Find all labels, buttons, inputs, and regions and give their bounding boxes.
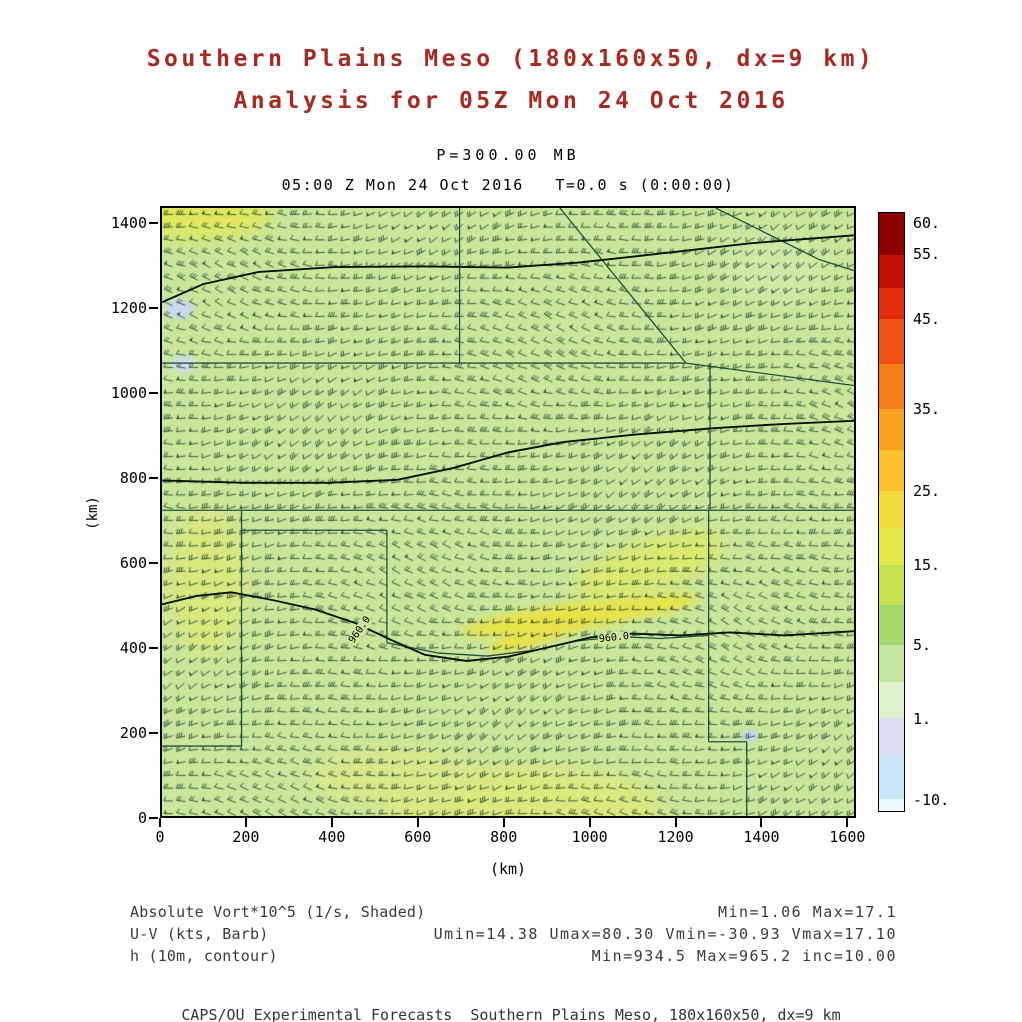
y-axis-tick — [149, 732, 158, 734]
colorbar-segment — [879, 564, 904, 605]
y-axis-tick — [149, 562, 158, 564]
plot-area: 960.0 960.0 — [160, 206, 856, 818]
colorbar-tick-label: -10. — [913, 791, 950, 809]
y-axis-tick — [149, 307, 158, 309]
colorbar-segment — [879, 718, 904, 756]
colorbar-segment — [879, 254, 904, 288]
shaded-field-label: Absolute Vort*10^5 (1/s, Shaded) — [130, 903, 426, 921]
state-border-line — [559, 208, 687, 364]
colorbar-segment — [879, 319, 904, 365]
state-border-line — [685, 362, 854, 387]
wind-field-label: U-V (kts, Barb) — [130, 925, 269, 943]
colorbar-tick-label: 55. — [913, 245, 941, 263]
x-tick-label: 1200 — [657, 828, 694, 846]
contour-label: 960.0 — [597, 631, 631, 646]
page-title-line1: Southern Plains Meso (180x160x50, dx=9 k… — [146, 46, 876, 72]
x-axis-tick — [330, 818, 333, 827]
colorbar-tick-label: 1. — [913, 710, 932, 728]
y-axis-tick — [149, 222, 158, 224]
x-axis-tick — [674, 818, 677, 827]
colorbar-tick-label: 35. — [913, 399, 941, 418]
state-border-line — [715, 208, 854, 272]
x-axis-tick — [502, 818, 505, 827]
valid-time-label: 05:00 Z Mon 24 Oct 2016 T=0.0 s (0:00:00… — [281, 176, 735, 194]
wind-barb-canvas — [162, 208, 854, 816]
x-tick-label: 1600 — [829, 828, 866, 846]
colorbar-segment — [879, 798, 904, 811]
x-axis-tick — [159, 818, 161, 827]
colorbar-tick-label: 5. — [913, 636, 932, 655]
colorbar-tick-label: 25. — [913, 482, 941, 500]
y-tick-label: 200 — [119, 724, 147, 742]
y-tick-label: 400 — [119, 639, 147, 657]
y-tick-label: 600 — [119, 554, 147, 572]
footer-text: CAPS/OU Experimental Forecasts Southern … — [181, 1006, 841, 1022]
legend-row-wind: U-V (kts, Barb) Umin=14.38 Umax=80.30 Vm… — [130, 925, 897, 947]
legend-row-shaded: Absolute Vort*10^5 (1/s, Shaded) Min=1.0… — [130, 903, 897, 925]
y-tick-label: 1000 — [110, 384, 147, 402]
y-axis-tick — [149, 647, 158, 649]
colorbar-tick-label: 60. — [913, 213, 941, 232]
colorbar-segment — [879, 681, 904, 719]
height-contour-line — [162, 419, 854, 484]
y-axis-tick — [149, 477, 158, 479]
x-tick-label: 1400 — [743, 828, 780, 846]
colorbar-segment — [879, 644, 904, 682]
colorbar — [878, 212, 905, 812]
x-tick-label: 1000 — [571, 828, 608, 846]
y-tick-label: 1200 — [110, 299, 147, 317]
colorbar-segment — [879, 364, 904, 410]
legend-row-height: h (10m, contour) Min=934.5 Max=965.2 inc… — [130, 947, 897, 969]
x-axis-tick — [588, 818, 591, 827]
x-tick-label: 200 — [232, 828, 260, 846]
colorbar-segment — [879, 213, 904, 255]
colorbar-segment — [879, 528, 904, 565]
colorbar-segment — [879, 409, 904, 451]
height-field-label: h (10m, contour) — [130, 947, 278, 965]
y-axis-label: (km) — [84, 496, 101, 530]
height-field-stats: Min=934.5 Max=965.2 inc=10.00 — [591, 947, 897, 965]
colorbar-tick-label: 45. — [913, 309, 941, 328]
x-axis-tick — [760, 818, 763, 827]
y-tick-label: 0 — [137, 809, 147, 827]
x-axis-tick — [416, 818, 419, 827]
x-tick-label: 0 — [155, 828, 165, 846]
shaded-field-stats: Min=1.06 Max=17.1 — [717, 903, 897, 921]
y-axis-tick — [149, 392, 158, 394]
y-tick-label: 800 — [119, 469, 147, 487]
x-axis-label: (km) — [489, 860, 527, 878]
contour-layer — [162, 208, 854, 816]
x-tick-label: 600 — [404, 828, 432, 846]
pressure-level-label: P=300.00 MB — [436, 146, 580, 164]
height-contour-line — [162, 591, 854, 662]
colorbar-segment — [879, 604, 904, 645]
colorbar-tick-label: 15. — [913, 555, 941, 574]
colorbar-segment — [879, 755, 904, 799]
field-legend: Absolute Vort*10^5 (1/s, Shaded) Min=1.0… — [130, 903, 897, 969]
wind-field-stats: Umin=14.38 Umax=80.30 Vmin=-30.93 Vmax=1… — [433, 925, 897, 943]
y-axis-tick — [149, 817, 158, 819]
contour-label: 960.0 — [346, 613, 375, 647]
page-title-line2: Analysis for 05Z Mon 24 Oct 2016 — [233, 88, 789, 114]
colorbar-segment — [879, 491, 904, 529]
height-contour-line — [162, 234, 854, 304]
colorbar-segment — [879, 450, 904, 492]
x-tick-label: 400 — [318, 828, 346, 846]
x-axis-tick — [846, 818, 849, 827]
x-tick-label: 800 — [490, 828, 518, 846]
contour-label-layer: 960.0 960.0 — [162, 208, 854, 816]
y-tick-label: 1400 — [110, 214, 147, 232]
x-axis-tick — [244, 818, 247, 827]
colorbar-segment — [879, 287, 904, 320]
